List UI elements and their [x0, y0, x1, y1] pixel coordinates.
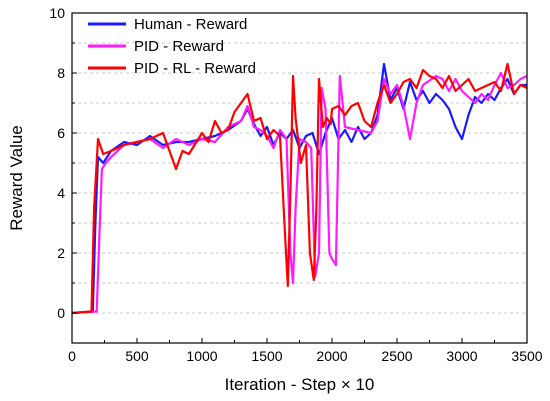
- axis-ticks: 0 500 1000 1500 2000 2500 3000 3500 0 2 4 6 8 10: [49, 5, 542, 364]
- x-tick-label: 500: [125, 348, 149, 364]
- x-axis-label: Iteration - Step × 10: [225, 375, 375, 394]
- legend-label-1: PID - Reward: [134, 38, 224, 55]
- y-tick-label: 6: [57, 125, 65, 141]
- y-tick-label: 0: [57, 305, 65, 321]
- x-tick-label: 3000: [446, 348, 477, 364]
- plot-area: [71, 62, 528, 315]
- legend-label-0: Human - Reward: [134, 16, 247, 33]
- y-tick-label: 4: [57, 185, 65, 201]
- x-tick-label: 3500: [511, 348, 542, 364]
- y-tick-label: 8: [57, 65, 65, 81]
- y-axis-label: Reward Value: [7, 125, 26, 231]
- y-tick-label: 2: [57, 245, 65, 261]
- y-tick-label: 10: [49, 5, 65, 21]
- x-tick-label: 0: [68, 348, 76, 364]
- x-tick-label: 1500: [251, 348, 282, 364]
- series-line-2: [71, 62, 528, 315]
- x-tick-label: 1000: [186, 348, 217, 364]
- legend: Human - Reward PID - Reward PID - RL - Rew…: [88, 16, 256, 77]
- x-tick-label: 2000: [316, 348, 347, 364]
- x-tick-label: 2500: [381, 348, 412, 364]
- legend-label-2: PID - RL - Reward: [134, 60, 256, 77]
- series-line-0: [71, 62, 527, 315]
